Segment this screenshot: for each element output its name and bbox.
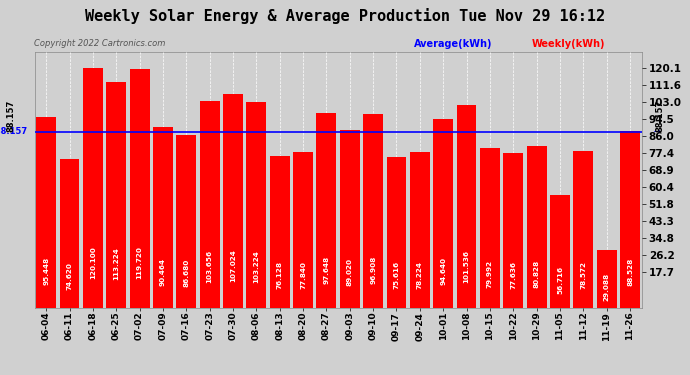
Text: 107.024: 107.024 <box>230 249 236 282</box>
Text: 120.100: 120.100 <box>90 246 96 279</box>
Text: 103.656: 103.656 <box>206 250 213 283</box>
Bar <box>503 153 523 308</box>
Text: 95.448: 95.448 <box>43 256 49 285</box>
Bar <box>480 148 500 308</box>
Bar <box>526 147 546 308</box>
Bar <box>246 102 266 308</box>
Bar <box>597 249 617 308</box>
Text: 103.224: 103.224 <box>253 250 259 283</box>
Text: 77.636: 77.636 <box>510 261 516 289</box>
Text: →: → <box>651 128 661 136</box>
Text: 77.840: 77.840 <box>300 261 306 289</box>
Text: 119.720: 119.720 <box>137 246 143 279</box>
Bar <box>457 105 477 308</box>
Bar <box>153 127 173 308</box>
Bar <box>340 130 359 308</box>
Text: 78.224: 78.224 <box>417 261 423 289</box>
Text: 86.680: 86.680 <box>184 258 189 287</box>
Bar <box>270 156 290 308</box>
Text: 89.020: 89.020 <box>347 258 353 286</box>
Bar <box>386 157 406 308</box>
Bar <box>317 113 336 308</box>
Text: 76.128: 76.128 <box>277 261 283 289</box>
Bar <box>37 117 56 308</box>
Bar <box>550 195 570 308</box>
Text: 56.716: 56.716 <box>557 266 563 294</box>
Bar <box>199 101 219 308</box>
Text: 113.224: 113.224 <box>113 248 119 280</box>
Bar <box>59 159 79 308</box>
Bar <box>620 131 640 308</box>
Bar <box>410 152 430 308</box>
Text: 90.464: 90.464 <box>160 258 166 286</box>
Text: 74.620: 74.620 <box>66 262 72 290</box>
Text: 29.088: 29.088 <box>604 272 610 300</box>
Text: 94.640: 94.640 <box>440 257 446 285</box>
Text: Weekly(kWh): Weekly(kWh) <box>531 39 605 50</box>
Text: 78.572: 78.572 <box>580 261 586 289</box>
Text: 80.828: 80.828 <box>533 260 540 288</box>
Text: 88.157: 88.157 <box>7 100 16 132</box>
Text: Weekly Solar Energy & Average Production Tue Nov 29 16:12: Weekly Solar Energy & Average Production… <box>85 8 605 24</box>
Bar <box>573 151 593 308</box>
Bar <box>177 135 196 308</box>
Bar <box>433 119 453 308</box>
Bar <box>293 152 313 308</box>
Text: ← 88.157: ← 88.157 <box>0 128 28 136</box>
Text: Average(kWh): Average(kWh) <box>414 39 493 50</box>
Text: 75.616: 75.616 <box>393 261 400 290</box>
Bar <box>223 94 243 308</box>
Text: 101.536: 101.536 <box>464 250 470 283</box>
Bar <box>106 82 126 308</box>
Bar <box>363 114 383 308</box>
Text: Copyright 2022 Cartronics.com: Copyright 2022 Cartronics.com <box>34 39 166 48</box>
Text: 88.157: 88.157 <box>656 100 665 132</box>
Text: 97.648: 97.648 <box>324 256 329 284</box>
Bar <box>83 68 103 308</box>
Bar <box>130 69 150 308</box>
Text: 88.528: 88.528 <box>627 258 633 286</box>
Text: 79.992: 79.992 <box>487 260 493 288</box>
Text: 96.908: 96.908 <box>370 256 376 284</box>
